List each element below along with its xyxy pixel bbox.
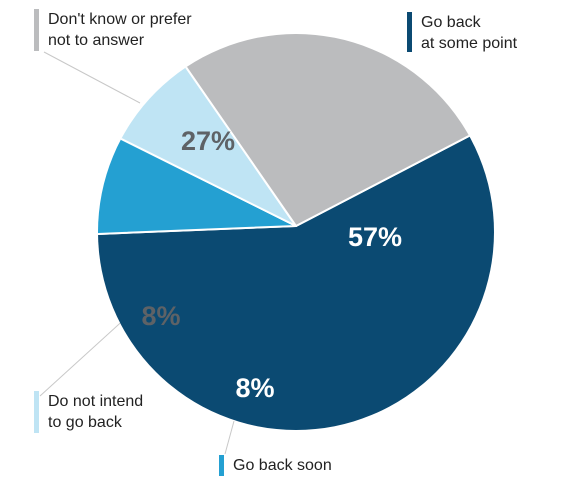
leader-lines xyxy=(39,51,235,455)
legend-swatch-dont-know xyxy=(34,9,39,51)
legend-swatch-go-back-at-some-point xyxy=(407,12,412,52)
slice-value-label-dont-know: 27% xyxy=(181,126,235,156)
slice-value-labels: 57% 8% 8% 27% xyxy=(141,126,402,403)
legend-item-go-back-at-some-point: Go back at some point xyxy=(407,12,517,54)
legend-item-do-not-intend: Do not intend to go back xyxy=(34,391,143,433)
legend-label-dont-know: Don't know or prefer not to answer xyxy=(48,11,192,49)
legend-label-do-not-intend: Do not intend to go back xyxy=(48,393,144,431)
leader-line-dont-know xyxy=(43,51,141,104)
legend-label-go-back-at-some-point: Go back at some point xyxy=(421,14,518,52)
legend-item-go-back-soon: Go back soon xyxy=(219,455,332,476)
slice-value-label-go-back-at-some-point: 57% xyxy=(348,222,402,252)
slice-value-label-do-not-intend: 8% xyxy=(141,301,180,331)
legend-label-go-back-soon: Go back soon xyxy=(233,457,332,474)
slice-value-label-go-back-soon: 8% xyxy=(235,373,274,403)
leader-line-go-back-soon xyxy=(224,420,235,455)
pie-slice-dont-know xyxy=(146,34,494,227)
legend-swatch-go-back-soon xyxy=(219,455,224,476)
legend-swatch-do-not-intend xyxy=(34,391,39,433)
leader-line-do-not-intend xyxy=(39,315,129,397)
legend-item-dont-know: Don't know or prefer not to answer xyxy=(34,9,192,51)
